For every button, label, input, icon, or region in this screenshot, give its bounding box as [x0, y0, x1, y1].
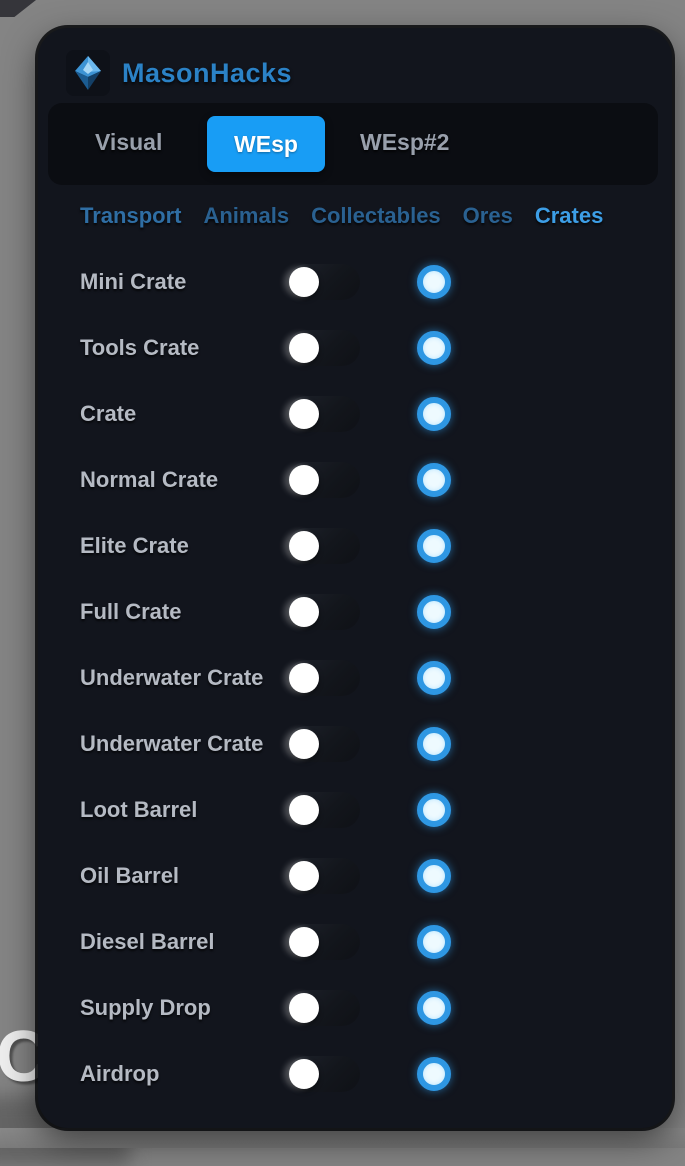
color-picker[interactable]	[417, 463, 451, 497]
toggle-knob[interactable]	[289, 399, 319, 429]
tab-wesp[interactable]: WEsp	[207, 116, 325, 172]
app-title: MasonHacks	[122, 57, 293, 88]
toggle-switch[interactable]	[288, 792, 360, 828]
toggle-knob[interactable]	[289, 1059, 319, 1089]
esp-item-label: Oil Barrel	[80, 863, 180, 888]
color-picker[interactable]	[417, 859, 451, 893]
toggle-knob[interactable]	[289, 531, 319, 561]
esp-row: Airdrop	[38, 1041, 672, 1107]
esp-row: Normal Crate	[38, 447, 672, 513]
toggle-switch[interactable]	[288, 924, 360, 960]
esp-item-label: Diesel Barrel	[80, 929, 215, 954]
subtab-animals[interactable]: Animals	[203, 203, 290, 228]
tab-visual[interactable]: Visual	[95, 129, 163, 155]
esp-rows: Mini Crate Tools Crate Crate Normal Crat…	[38, 249, 672, 1107]
toggle-knob[interactable]	[289, 861, 319, 891]
esp-item-label: Tools Crate	[80, 335, 200, 360]
esp-row: Tools Crate	[38, 315, 672, 381]
toggle-knob[interactable]	[289, 993, 319, 1023]
toggle-knob[interactable]	[289, 663, 319, 693]
category-tabs: Transport Animals Collectables Ores Crat…	[80, 203, 603, 229]
toggle-switch[interactable]	[288, 858, 360, 894]
esp-item-label: Loot Barrel	[80, 797, 198, 822]
brand-header: MasonHacks	[66, 50, 292, 96]
esp-row: Underwater Crate	[38, 711, 672, 777]
color-picker[interactable]	[417, 331, 451, 365]
esp-row: Underwater Crate	[38, 645, 672, 711]
color-picker[interactable]	[417, 727, 451, 761]
toggle-switch[interactable]	[288, 594, 360, 630]
toggle-switch[interactable]	[288, 528, 360, 564]
background-bottom-band	[0, 1128, 685, 1148]
esp-item-label: Normal Crate	[80, 467, 219, 492]
background-dark-corner	[0, 0, 36, 17]
color-picker[interactable]	[417, 793, 451, 827]
esp-row: Oil Barrel	[38, 843, 672, 909]
toggle-switch[interactable]	[288, 330, 360, 366]
toggle-switch[interactable]	[288, 990, 360, 1026]
cheat-menu-window: MasonHacks Visual WEsp WEsp#2 Transport …	[38, 28, 672, 1128]
color-picker[interactable]	[417, 991, 451, 1025]
toggle-switch[interactable]	[288, 660, 360, 696]
toggle-switch[interactable]	[288, 726, 360, 762]
toggle-switch[interactable]	[288, 462, 360, 498]
esp-row: Diesel Barrel	[38, 909, 672, 975]
esp-item-label: Crate	[80, 401, 137, 426]
toggle-knob[interactable]	[289, 465, 319, 495]
subtab-crates[interactable]: Crates	[534, 203, 604, 228]
esp-row: Elite Crate	[38, 513, 672, 579]
toggle-switch[interactable]	[288, 264, 360, 300]
esp-item-label: Underwater Crate	[80, 731, 264, 756]
toggle-knob[interactable]	[289, 795, 319, 825]
tab-wesp2[interactable]: WEsp#2	[360, 129, 450, 155]
color-picker[interactable]	[417, 1057, 451, 1091]
esp-row: Full Crate	[38, 579, 672, 645]
esp-row: Loot Barrel	[38, 777, 672, 843]
esp-item-label: Elite Crate	[80, 533, 189, 558]
toggle-switch[interactable]	[288, 396, 360, 432]
esp-item-label: Underwater Crate	[80, 665, 264, 690]
color-picker[interactable]	[417, 397, 451, 431]
esp-item-label: Airdrop	[80, 1061, 160, 1086]
toggle-knob[interactable]	[289, 729, 319, 759]
toggle-knob[interactable]	[289, 927, 319, 957]
color-picker[interactable]	[417, 925, 451, 959]
toggle-knob[interactable]	[289, 267, 319, 297]
toggle-knob[interactable]	[289, 597, 319, 627]
gem-logo-icon	[66, 50, 110, 96]
color-picker[interactable]	[417, 661, 451, 695]
esp-item-label: Mini Crate	[80, 269, 187, 294]
esp-row: Crate	[38, 381, 672, 447]
subtab-ores[interactable]: Ores	[462, 203, 513, 228]
esp-item-label: Supply Drop	[80, 995, 211, 1020]
toggle-knob[interactable]	[289, 333, 319, 363]
color-picker[interactable]	[417, 595, 451, 629]
tab-bar: Visual WEsp WEsp#2	[48, 103, 658, 185]
color-picker[interactable]	[417, 265, 451, 299]
subtab-collectables[interactable]: Collectables	[311, 203, 441, 228]
color-picker[interactable]	[417, 529, 451, 563]
esp-item-label: Full Crate	[80, 599, 182, 624]
esp-row: Supply Drop	[38, 975, 672, 1041]
subtab-transport[interactable]: Transport	[80, 203, 182, 228]
esp-row: Mini Crate	[38, 249, 672, 315]
toggle-switch[interactable]	[288, 1056, 360, 1092]
